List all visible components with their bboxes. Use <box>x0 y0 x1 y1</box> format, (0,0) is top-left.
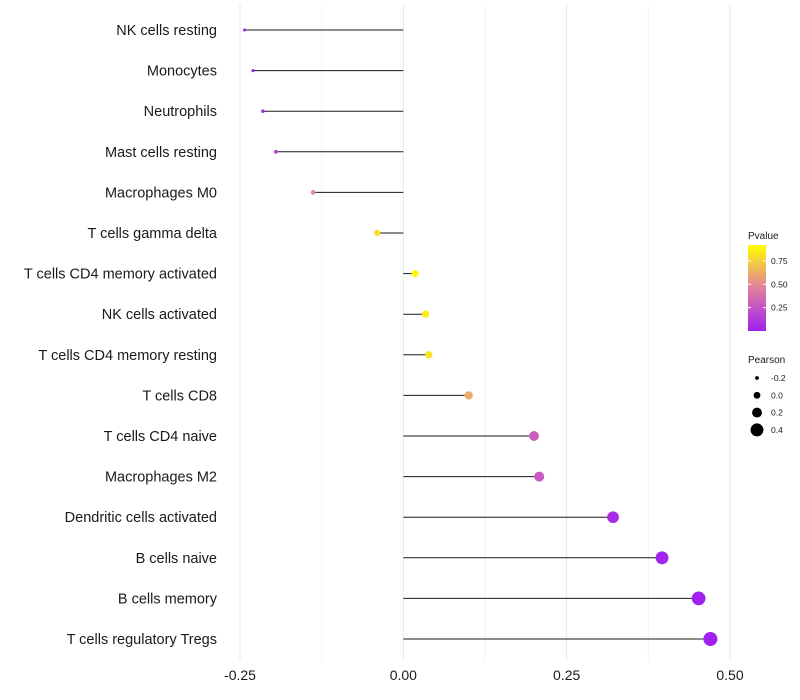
legend-pearson: Pearson -0.2 0.0 0.2 0.4 <box>748 355 786 437</box>
x-tick-label-2: 0.25 <box>553 667 580 683</box>
legend-pearson-label-1: 0.0 <box>771 390 783 400</box>
category-label-3: Mast cells resting <box>105 145 217 161</box>
category-label-2: Neutrophils <box>144 104 217 120</box>
category-label-8: T cells CD4 memory resting <box>38 348 217 364</box>
legend-pearson-dot-0 <box>755 376 759 380</box>
point-1 <box>251 68 255 73</box>
legend-pvalue: Pvalue 0.75 0.50 0.25 <box>748 231 788 331</box>
x-tick-label-0: -0.25 <box>224 667 256 683</box>
category-label-11: Macrophages M2 <box>105 470 217 486</box>
legend-pvalue-tick-2: 0.25 <box>771 303 788 313</box>
category-label-4: Macrophages M0 <box>105 185 217 201</box>
grid-layer <box>239 5 731 660</box>
dot-layer <box>243 28 718 646</box>
point-8 <box>425 351 433 359</box>
category-label-0: NK cells resting <box>116 23 217 39</box>
category-labels: NK cells resting Monocytes Neutrophils Mast… <box>24 23 218 648</box>
legend-pvalue-tick-1: 0.50 <box>771 279 788 289</box>
legend-pearson-dot-1 <box>753 391 761 399</box>
point-7 <box>421 310 430 318</box>
point-14 <box>691 591 706 606</box>
point-11 <box>534 471 545 482</box>
category-label-5: T cells gamma delta <box>88 226 218 242</box>
legend-pearson-dot-2 <box>752 407 762 418</box>
legend-pvalue-title: Pvalue <box>748 231 779 242</box>
legend-pvalue-colorbar <box>748 245 766 331</box>
point-13 <box>655 551 669 565</box>
x-tick-label-1: 0.00 <box>390 667 417 683</box>
legend-pearson-label-2: 0.2 <box>771 408 783 418</box>
category-label-12: Dendritic cells activated <box>65 510 217 526</box>
legend-pvalue-ticks: 0.75 0.50 0.25 <box>748 256 788 313</box>
legend-pearson-title: Pearson <box>748 355 785 366</box>
point-9 <box>464 391 473 400</box>
stem-layer <box>244 29 711 640</box>
category-label-6: T cells CD4 memory activated <box>24 267 217 283</box>
point-6 <box>411 270 419 278</box>
category-label-13: B cells naive <box>136 551 217 567</box>
legend-pearson-label-0: -0.2 <box>771 373 786 383</box>
point-2 <box>261 109 265 113</box>
point-15 <box>703 632 718 646</box>
category-label-1: Monocytes <box>147 64 217 80</box>
legend-pearson-items: -0.2 0.0 0.2 0.4 <box>750 373 786 437</box>
category-label-10: T cells CD4 naive <box>104 429 217 445</box>
x-tick-label-3: 0.50 <box>716 667 743 683</box>
category-label-15: T cells regulatory Tregs <box>67 632 217 648</box>
legend-pearson-dot-3 <box>750 423 764 437</box>
x-axis-ticks: -0.25 0.00 0.25 0.50 <box>224 667 744 683</box>
category-label-14: B cells memory <box>118 591 218 607</box>
legend-pearson-label-3: 0.4 <box>771 425 783 435</box>
legend-pvalue-tick-0: 0.75 <box>771 256 788 266</box>
point-5 <box>374 229 381 237</box>
point-4 <box>310 190 316 195</box>
point-3 <box>274 149 278 154</box>
category-label-7: NK cells activated <box>102 307 217 323</box>
point-0 <box>243 28 247 32</box>
point-12 <box>607 511 619 524</box>
category-label-9: T cells CD8 <box>142 388 217 404</box>
point-10 <box>529 431 539 441</box>
